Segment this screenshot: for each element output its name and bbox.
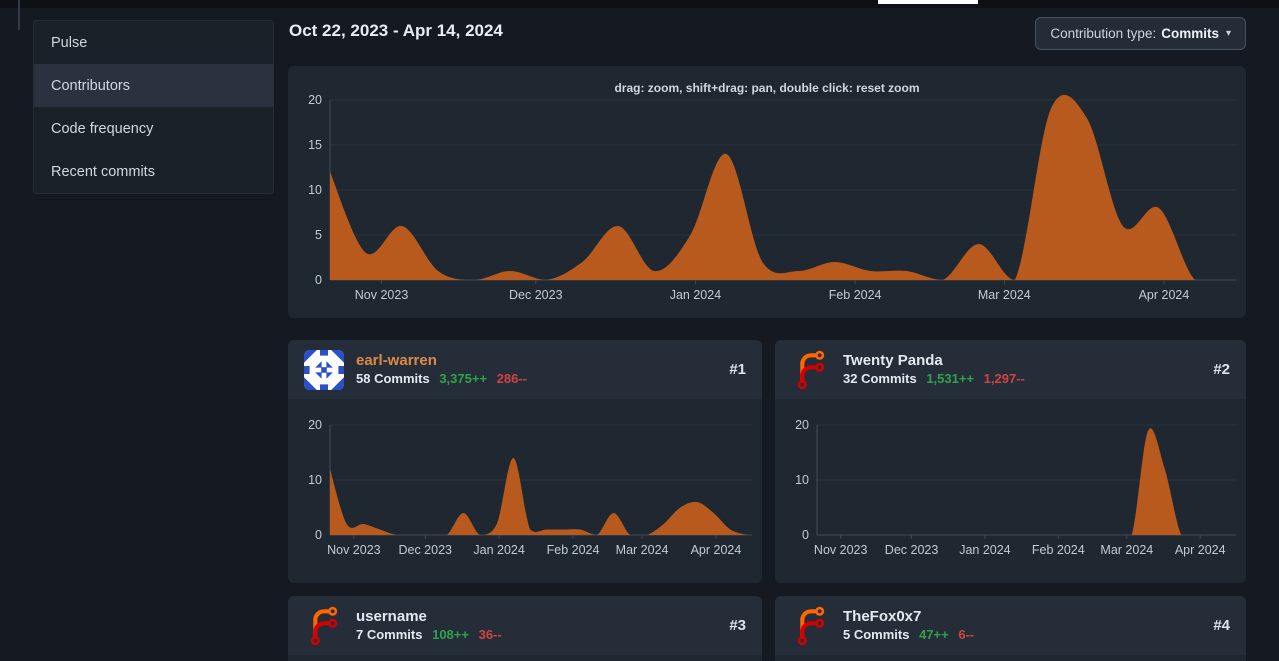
contributor-card-3-body <box>288 655 762 661</box>
svg-text:20: 20 <box>308 93 322 107</box>
contributor-card-4: TheFox0x7 5 Commits 47++ 6-- #4 <box>775 596 1246 661</box>
deletions-count: 1,297-- <box>983 371 1025 387</box>
sidebar-item-pulse[interactable]: Pulse <box>51 34 88 51</box>
activity-sidebar: Pulse Contributors Code frequency Recent… <box>33 20 274 194</box>
contributor-name[interactable]: Twenty Panda <box>843 351 943 369</box>
svg-text:Mar 2024: Mar 2024 <box>1100 543 1153 557</box>
svg-text:Apr 2024: Apr 2024 <box>1175 543 1226 557</box>
overall-area-chart[interactable]: 0 5 10 15 20 Nov 2023 Dec 2023 Jan 2024 Feb 2024… <box>288 92 1246 306</box>
svg-text:10: 10 <box>795 473 809 487</box>
svg-text:Jan 2024: Jan 2024 <box>473 543 524 557</box>
additions-count: 47++ <box>919 627 949 643</box>
chevron-down-icon: ▾ <box>1225 28 1231 39</box>
contribution-type-dropdown[interactable]: Contribution type: Commits ▾ <box>1035 17 1246 50</box>
rank-badge: #2 <box>1213 361 1230 378</box>
svg-text:20: 20 <box>308 418 322 432</box>
contributor-card-3: username 7 Commits 108++ 36-- #3 <box>288 596 762 661</box>
deletions-count: 6-- <box>958 627 975 643</box>
contributor-stats: 5 Commits 47++ 6-- <box>843 627 974 643</box>
contributor-card-1: earl-warren 58 Commits 3,375++ 286-- #1 … <box>288 340 762 583</box>
chart-zoom-hint: drag: zoom, shift+drag: pan, double clic… <box>614 81 920 95</box>
commit-count: 32 Commits <box>843 371 917 387</box>
contributor-2-area-chart[interactable]: 0 10 20 Nov 2023 Dec 2023 Jan 2024 Feb 2024 Mar… <box>775 408 1246 575</box>
forgejo-logo-icon <box>797 606 825 645</box>
contributor-name-link[interactable]: earl-warren <box>356 351 437 369</box>
svg-text:Mar 2024: Mar 2024 <box>978 288 1031 302</box>
avatar[interactable] <box>304 349 344 390</box>
overall-chart-panel: drag: zoom, shift+drag: pan, double clic… <box>288 66 1246 318</box>
container-left-border <box>18 0 20 30</box>
contributor-info: Twenty Panda 32 Commits 1,531++ 1,297-- <box>843 352 1025 388</box>
svg-text:10: 10 <box>308 183 322 197</box>
rank-badge: #4 <box>1213 617 1230 634</box>
deletions-count: 36-- <box>478 627 502 643</box>
svg-text:Jan 2024: Jan 2024 <box>959 543 1010 557</box>
svg-text:Dec 2023: Dec 2023 <box>885 543 939 557</box>
contributor-info: TheFox0x7 5 Commits 47++ 6-- <box>843 608 974 644</box>
contributor-info: username 7 Commits 108++ 36-- <box>356 608 502 644</box>
svg-text:Feb 2024: Feb 2024 <box>829 288 882 302</box>
sidebar-item-recent-commits[interactable]: Recent commits <box>51 163 155 180</box>
svg-text:0: 0 <box>315 528 322 542</box>
svg-text:Dec 2023: Dec 2023 <box>509 288 563 302</box>
svg-text:0: 0 <box>315 273 322 287</box>
active-tab-underline <box>878 0 978 4</box>
svg-text:15: 15 <box>308 138 322 152</box>
svg-text:0: 0 <box>802 528 809 542</box>
svg-text:Apr 2024: Apr 2024 <box>1139 288 1190 302</box>
commit-count: 5 Commits <box>843 627 910 643</box>
svg-text:Jan 2024: Jan 2024 <box>670 288 721 302</box>
contributor-card-3-header: username 7 Commits 108++ 36-- #3 <box>288 596 762 655</box>
additions-count: 1,531++ <box>926 371 975 387</box>
sidebar-item-code-frequency[interactable]: Code frequency <box>51 120 154 137</box>
contribution-type-value: Commits <box>1161 26 1219 41</box>
avatar[interactable] <box>304 606 344 646</box>
svg-text:Feb 2024: Feb 2024 <box>1032 543 1085 557</box>
date-range-title: Oct 22, 2023 - Apr 14, 2024 <box>289 21 503 40</box>
svg-text:Mar 2024: Mar 2024 <box>616 543 669 557</box>
contributor-stats: 32 Commits 1,531++ 1,297-- <box>843 371 1025 387</box>
svg-text:Feb 2024: Feb 2024 <box>547 543 600 557</box>
rank-badge: #1 <box>729 361 746 378</box>
avatar[interactable] <box>791 606 831 646</box>
sidebar-item-contributors[interactable]: Contributors <box>34 64 273 107</box>
contributor-card-1-body: 0 10 20 Nov 2023 Dec 2023 Jan 2024 Feb 2024 Mar… <box>288 399 762 583</box>
forgejo-logo-icon <box>797 350 825 389</box>
contributor-card-2: Twenty Panda 32 Commits 1,531++ 1,297-- … <box>775 340 1246 583</box>
contributor-card-1-header: earl-warren 58 Commits 3,375++ 286-- #1 <box>288 340 762 399</box>
additions-count: 3,375++ <box>439 371 488 387</box>
avatar[interactable] <box>791 350 831 390</box>
contribution-type-label: Contribution type: <box>1050 26 1157 41</box>
rank-badge: #3 <box>729 617 746 634</box>
svg-text:10: 10 <box>308 473 322 487</box>
svg-text:Nov 2023: Nov 2023 <box>327 543 381 557</box>
svg-text:20: 20 <box>795 418 809 432</box>
svg-text:Nov 2023: Nov 2023 <box>355 288 409 302</box>
contributor-name[interactable]: username <box>356 607 427 625</box>
commit-count: 7 Commits <box>356 627 423 643</box>
forgejo-logo-icon <box>310 606 338 645</box>
svg-text:5: 5 <box>315 228 322 242</box>
commit-count: 58 Commits <box>356 371 430 387</box>
contributor-1-area-chart[interactable]: 0 10 20 Nov 2023 Dec 2023 Jan 2024 Feb 2024 Mar… <box>288 408 762 575</box>
contributor-card-2-body: 0 10 20 Nov 2023 Dec 2023 Jan 2024 Feb 2024 Mar… <box>775 399 1246 583</box>
contributor-stats: 7 Commits 108++ 36-- <box>356 627 502 643</box>
contributor-info: earl-warren 58 Commits 3,375++ 286-- <box>356 352 527 388</box>
svg-text:Apr 2024: Apr 2024 <box>691 543 742 557</box>
deletions-count: 286-- <box>496 371 528 387</box>
svg-text:Dec 2023: Dec 2023 <box>398 543 452 557</box>
contributor-name[interactable]: TheFox0x7 <box>843 607 922 625</box>
identicon-avatar-image <box>304 349 344 390</box>
contributor-card-4-body <box>775 655 1246 661</box>
contributor-stats: 58 Commits 3,375++ 286-- <box>356 371 527 387</box>
top-tab-bar <box>0 0 1279 8</box>
contributor-card-4-header: TheFox0x7 5 Commits 47++ 6-- #4 <box>775 596 1246 655</box>
contributor-card-2-header: Twenty Panda 32 Commits 1,531++ 1,297-- … <box>775 340 1246 399</box>
svg-text:Nov 2023: Nov 2023 <box>814 543 868 557</box>
additions-count: 108++ <box>432 627 469 643</box>
